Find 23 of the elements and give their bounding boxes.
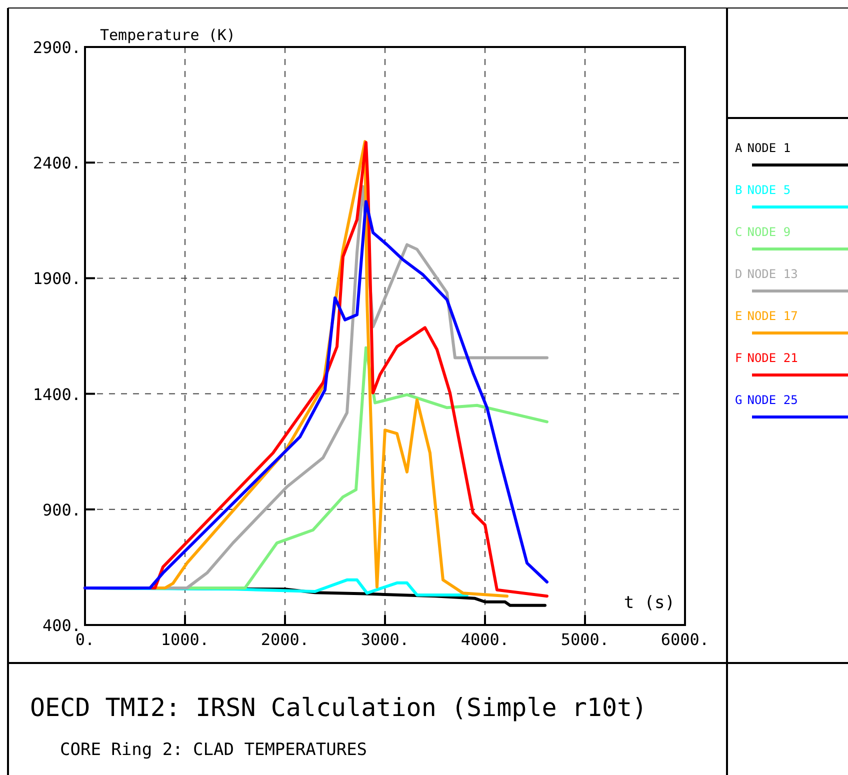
y-tick-label: 2400. <box>32 154 81 173</box>
y-tick-label: 2900. <box>32 38 81 57</box>
x-tick-label: 2000. <box>260 630 310 649</box>
y-tick-label: 1900. <box>32 269 81 288</box>
text: A NODE 1 <box>735 141 791 155</box>
x-axis-title: t (s) <box>624 593 675 613</box>
text: C NODE 9 <box>735 225 791 239</box>
text: G NODE 25 <box>735 393 798 407</box>
text: CORE Ring 2: CLAD TEMPERATURES <box>60 740 368 760</box>
y-axis-title: Temperature (K) <box>100 26 236 44</box>
text: OECD TMI2: IRSN Calculation (Simple r10t) <box>30 693 648 722</box>
x-tick-label: 6000. <box>660 630 710 649</box>
text: F NODE 21 <box>735 351 798 365</box>
y-tick-label: 900. <box>42 500 81 520</box>
x-tick-label: 1000. <box>160 630 210 649</box>
x-tick-label: 3000. <box>360 630 410 649</box>
y-tick-label: 1400. <box>32 384 81 404</box>
text: B NODE 5 <box>735 183 791 197</box>
x-tick-label: 5000. <box>560 630 610 649</box>
text: E NODE 17 <box>735 309 798 323</box>
x-tick-label: 4000. <box>460 630 510 649</box>
x-tick-label: 0. <box>75 630 95 649</box>
text: D NODE 13 <box>735 267 798 281</box>
